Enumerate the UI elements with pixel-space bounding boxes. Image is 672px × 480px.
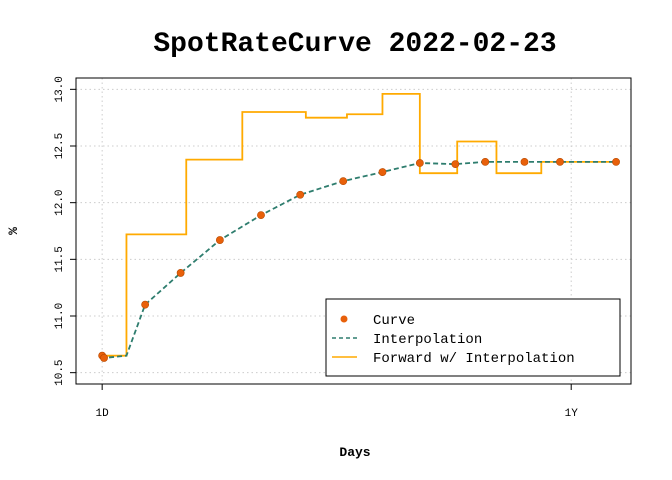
legend: Curve Interpolation Forward w/ Interpola… bbox=[325, 298, 621, 377]
legend-label-curve: Curve bbox=[373, 313, 415, 329]
x-tick-label: 1D bbox=[96, 408, 110, 420]
curve-point bbox=[378, 168, 387, 176]
legend-box bbox=[325, 298, 621, 377]
y-tick-label: 11.0 bbox=[54, 303, 66, 329]
y-tick-label: 13.0 bbox=[54, 76, 66, 102]
curve-point bbox=[612, 157, 620, 166]
curve-point bbox=[257, 211, 265, 220]
curve-point bbox=[556, 157, 564, 166]
grid bbox=[76, 78, 631, 384]
series-layer bbox=[98, 92, 620, 362]
x-tick-label: 1Y bbox=[565, 408, 579, 420]
y-tick-label: 11.5 bbox=[54, 246, 66, 272]
y-tick-label: 12.5 bbox=[54, 133, 66, 159]
x-axis-label: Days bbox=[339, 445, 370, 460]
curve-point bbox=[296, 190, 305, 199]
y-tick-label: 12.0 bbox=[54, 189, 66, 215]
curve-point bbox=[141, 300, 150, 309]
legend-label-interpolation: Interpolation bbox=[373, 332, 482, 348]
y-axis: 10.5 11.0 11.5 12.0 12.5 13.0 bbox=[54, 76, 76, 386]
curve-point bbox=[100, 354, 108, 362]
curve-point bbox=[451, 160, 460, 169]
curve-point bbox=[481, 157, 490, 166]
chart-title: SpotRateCurve 2022-02-23 bbox=[153, 29, 556, 60]
legend-label-forward: Forward w/ Interpolation bbox=[373, 351, 575, 367]
series-forward-line bbox=[102, 92, 617, 357]
legend-curve-marker bbox=[340, 315, 348, 323]
curve-point bbox=[339, 177, 348, 186]
x-axis: 1D 1Y bbox=[96, 384, 579, 420]
curve-point bbox=[415, 159, 424, 167]
y-axis-label: % bbox=[6, 227, 21, 235]
curve-point bbox=[520, 157, 529, 166]
plot-frame bbox=[75, 77, 632, 385]
curve-point bbox=[215, 236, 224, 244]
curve-point bbox=[176, 269, 185, 277]
y-tick-label: 10.5 bbox=[54, 359, 66, 385]
series-interpolation-line bbox=[101, 160, 617, 359]
